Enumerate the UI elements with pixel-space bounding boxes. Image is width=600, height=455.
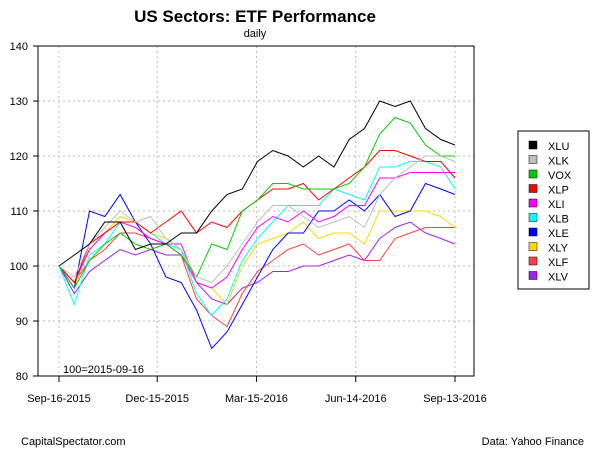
legend-label-xly: XLY bbox=[548, 243, 569, 255]
chart-title: US Sectors: ETF Performance bbox=[134, 7, 376, 26]
series-line-xlk bbox=[58, 155, 456, 284]
legend-label-vox: VOX bbox=[548, 170, 572, 182]
x-tick-label: Jun-14-2016 bbox=[325, 393, 387, 405]
series-line-xle bbox=[58, 182, 456, 350]
legend-label-xlv: XLV bbox=[548, 272, 569, 284]
y-tick-label: 90 bbox=[16, 316, 28, 328]
y-tick-label: 140 bbox=[10, 41, 28, 53]
series-line-xlv bbox=[58, 221, 456, 306]
series-line-xly bbox=[58, 210, 456, 306]
legend-label-xle: XLE bbox=[548, 228, 569, 240]
chart-subtitle: daily bbox=[244, 28, 267, 40]
y-tick-label: 100 bbox=[10, 261, 28, 273]
legend-swatch-xlu bbox=[528, 140, 538, 150]
series-lines bbox=[58, 100, 456, 350]
legend-swatch-xlv bbox=[528, 271, 538, 280]
legend-label-xlk: XLK bbox=[548, 156, 569, 168]
y-tick-label: 130 bbox=[10, 96, 28, 108]
grid bbox=[38, 46, 474, 376]
legend-swatch-xlb bbox=[528, 213, 538, 222]
series-line-xli bbox=[58, 172, 455, 289]
legend-swatch-xlk bbox=[528, 155, 538, 164]
series-line-xlu bbox=[58, 100, 456, 267]
footer-source-left: CapitalSpectator.com bbox=[21, 436, 126, 448]
legend-swatch-xli bbox=[528, 198, 538, 208]
x-tick-label: Sep-13-2016 bbox=[423, 393, 487, 405]
legend-swatch-vox bbox=[528, 169, 538, 179]
x-axis: Sep-16-2015 Dec-15-2015 Mar-15-2016 Jun-14-… bbox=[27, 376, 487, 405]
y-tick-label: 120 bbox=[10, 151, 28, 163]
legend: XLU XLK VOX XLP XLI XLB XLE XLY XLF XLV bbox=[517, 130, 590, 290]
legend-label-xli: XLI bbox=[548, 199, 565, 211]
legend-label-xlb: XLB bbox=[548, 214, 569, 226]
series-line-vox bbox=[58, 116, 455, 289]
x-tick-label: Sep-16-2015 bbox=[27, 393, 91, 405]
base-annotation: 100=2015-09-16 bbox=[63, 364, 144, 376]
x-tick-label: Dec-15-2015 bbox=[125, 393, 189, 405]
x-tick-label: Mar-15-2016 bbox=[225, 393, 288, 405]
footer-source-right: Data: Yahoo Finance bbox=[482, 436, 584, 448]
y-tick-label: 110 bbox=[10, 206, 28, 218]
legend-label-xlu: XLU bbox=[548, 141, 569, 153]
y-axis: 80 90 100 110 120 130 140 bbox=[10, 41, 38, 383]
legend-swatch-xlf bbox=[528, 256, 538, 266]
series-line-xlf bbox=[58, 227, 455, 328]
legend-swatch-xlp bbox=[528, 184, 538, 193]
y-tick-label: 80 bbox=[16, 371, 28, 383]
legend-swatch-xly bbox=[528, 242, 538, 251]
legend-label-xlp: XLP bbox=[548, 185, 569, 197]
legend-swatch-xle bbox=[528, 227, 538, 237]
legend-label-xlf: XLF bbox=[548, 257, 568, 269]
